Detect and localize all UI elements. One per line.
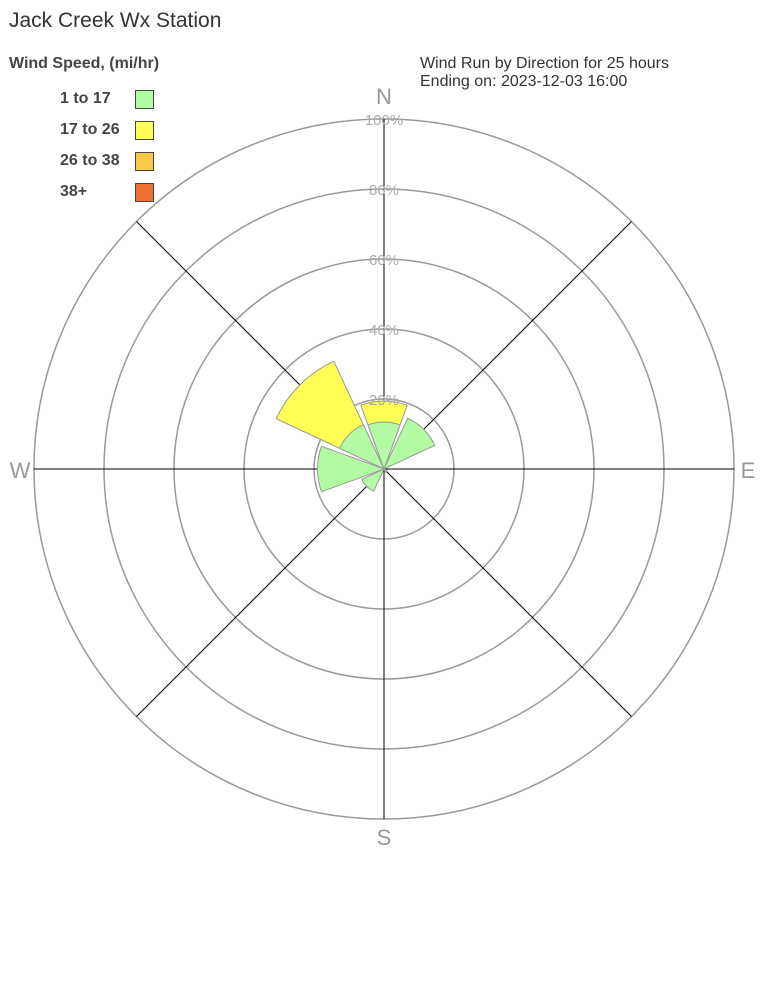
chart-subtitle: Wind Run by Direction for 25 hours Endin… [420, 55, 669, 91]
ring-label: 60% [369, 252, 399, 269]
subtitle-line-1: Wind Run by Direction for 25 hours [420, 55, 669, 72]
wedge-W-0 [317, 445, 386, 493]
subtitle-line-2: Ending on: 2023-12-03 16:00 [420, 73, 628, 90]
wedge-SW-0 [361, 467, 386, 492]
legend-swatch [135, 152, 154, 171]
legend-swatch [135, 183, 154, 202]
wedge-N-0 [367, 421, 401, 471]
wedge-NW-0 [338, 423, 386, 471]
legend-label: 38+ [60, 183, 88, 200]
legend-title: Wind Speed, (mi/hr) [9, 55, 160, 72]
station-title: Jack Creek Wx Station [9, 9, 222, 32]
ring-label: 80% [369, 182, 399, 199]
legend-label: 1 to 17 [60, 90, 111, 107]
ring-label: 40% [369, 322, 399, 339]
compass-label-W: W [10, 458, 31, 483]
compass-label-S: S [377, 825, 392, 850]
legend-label: 17 to 26 [60, 121, 120, 138]
ring-label: 20% [369, 392, 399, 409]
legend-swatch [135, 121, 154, 140]
legend-swatch [135, 90, 154, 109]
legend-label: 26 to 38 [60, 152, 120, 169]
ring-label: 100% [365, 112, 403, 129]
wedge-NE-0 [382, 417, 436, 471]
compass-label-N: N [376, 84, 392, 109]
compass-label-E: E [741, 458, 756, 483]
